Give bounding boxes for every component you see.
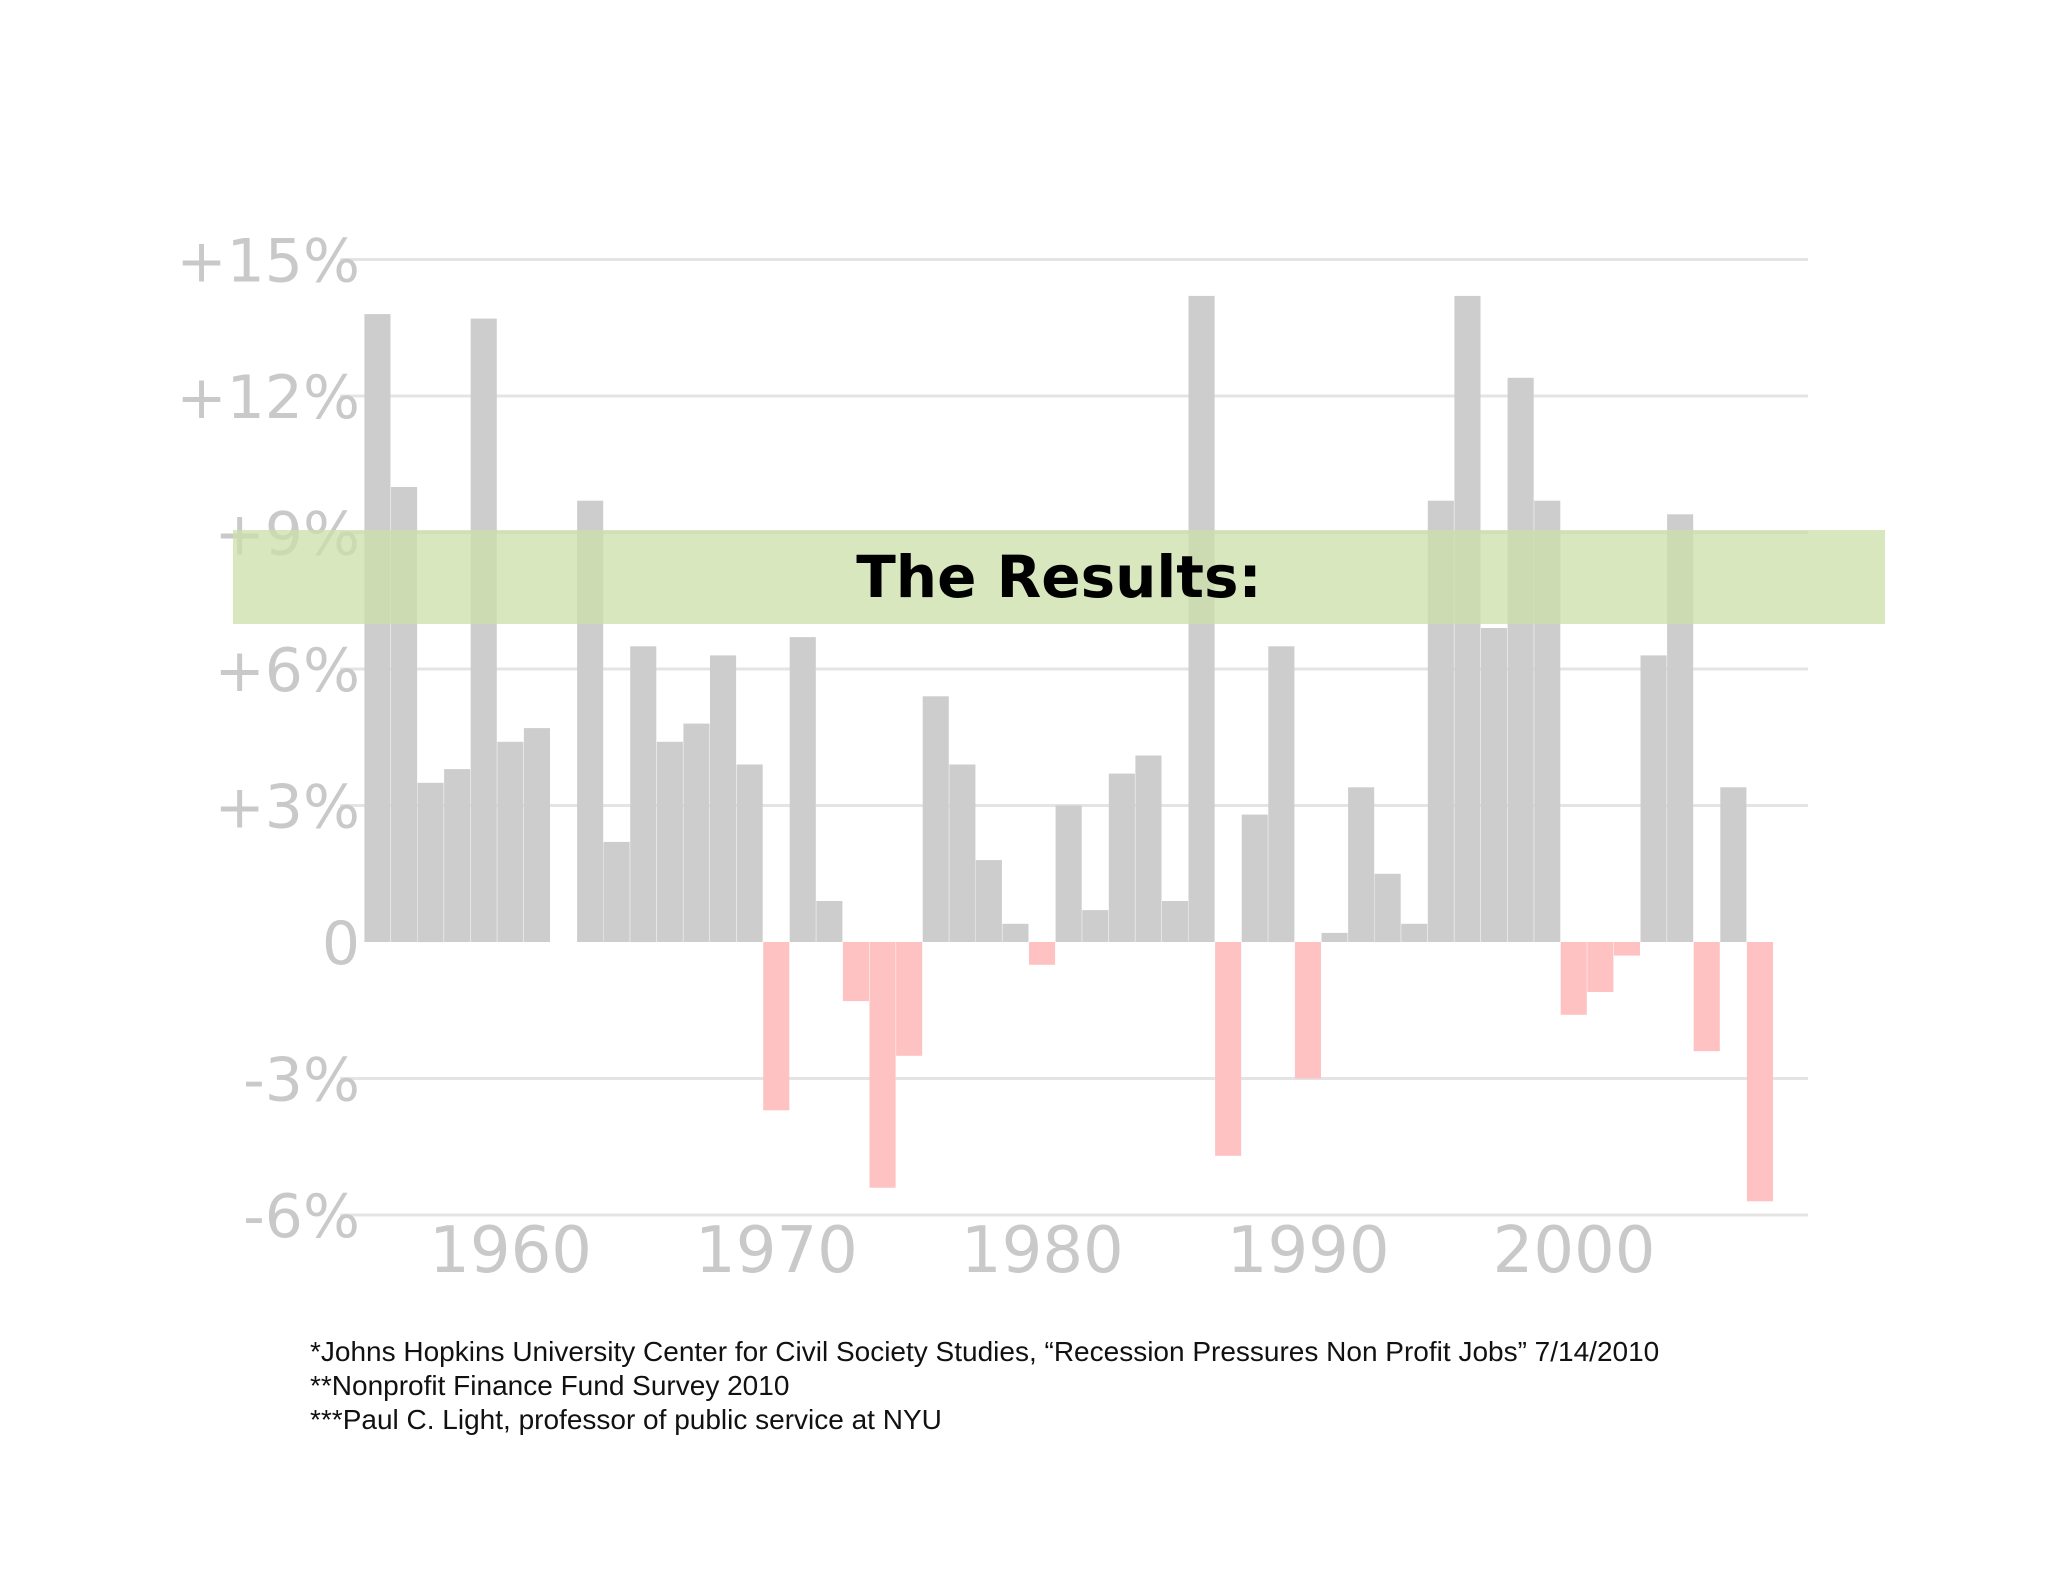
bar-1966: [656, 741, 683, 942]
y-axis-ticks: +15%+12%+9%+6%+3%0-3%-6%: [176, 227, 360, 1253]
x-tick-label: 1970: [695, 1214, 858, 1288]
gridlines: [340, 258, 1808, 1217]
y-tick-label: 0: [322, 909, 360, 979]
bar-1968: [710, 655, 737, 942]
bar-1982: [1082, 910, 1109, 942]
bar-1988: [1241, 814, 1268, 942]
x-tick-label: 1960: [429, 1214, 592, 1288]
bar-1970: [763, 942, 790, 1111]
bar-1972: [816, 901, 843, 942]
bar-1979: [1002, 923, 1029, 942]
x-tick-label: 1990: [1227, 1214, 1390, 1288]
bar-1957: [417, 782, 444, 943]
y-tick-label: +15%: [176, 227, 360, 297]
x-tick-label: 1980: [961, 1214, 1124, 1288]
bar-1975: [896, 942, 923, 1056]
bar-1983: [1108, 773, 1135, 942]
footnote-2: **Nonprofit Finance Fund Survey 2010: [310, 1370, 790, 1401]
bar-1961: [523, 728, 550, 942]
bar-1984: [1135, 755, 1162, 942]
title-banner: The Results:: [233, 530, 1885, 624]
bar-1974: [869, 942, 896, 1188]
bar-1998: [1507, 377, 1534, 942]
bar-1955: [364, 314, 391, 943]
x-tick-label: 2000: [1493, 1214, 1656, 1288]
y-tick-label: +3%: [215, 773, 360, 843]
x-axis-ticks: 1960 1970 1980 1990 2000: [429, 1214, 1655, 1288]
bar-1981: [1055, 805, 1082, 942]
bar-1994: [1401, 923, 1428, 942]
bar-1980: [1029, 942, 1056, 965]
bar-1967: [683, 723, 710, 942]
y-tick-label: -6%: [243, 1182, 360, 1252]
bar-1965: [630, 646, 657, 943]
bar-1958: [444, 769, 471, 942]
bar-1960: [497, 741, 524, 942]
bar-1978: [975, 860, 1002, 942]
slide-title: The Results:: [856, 543, 1262, 611]
bar-1990: [1294, 942, 1321, 1079]
y-tick-label: +6%: [215, 636, 360, 706]
y-tick-label: -3%: [243, 1046, 360, 1116]
bar-2006: [1720, 787, 1747, 942]
bar-1964: [603, 841, 630, 942]
bar-1987: [1215, 942, 1242, 1156]
bars: [364, 295, 1773, 1202]
bar-1977: [949, 764, 976, 942]
bar-1989: [1268, 646, 1295, 943]
footnote-3: ***Paul C. Light, professor of public se…: [310, 1404, 942, 1435]
bar-1973: [842, 942, 869, 1002]
y-tick-label: +12%: [176, 363, 360, 433]
bar-1997: [1481, 628, 1508, 942]
footnote-1: *Johns Hopkins University Center for Civ…: [310, 1336, 1660, 1367]
bar-2003: [1640, 655, 1667, 942]
bar-1993: [1374, 873, 1401, 943]
footnotes: *Johns Hopkins University Center for Civ…: [310, 1335, 1960, 1437]
bar-2005: [1693, 942, 1720, 1052]
bar-2007: [1746, 942, 1773, 1202]
bar-1971: [789, 637, 816, 942]
bar-1976: [922, 696, 949, 942]
bar-1992: [1348, 787, 1375, 942]
bar-1985: [1162, 901, 1189, 942]
bar-2002: [1613, 942, 1640, 956]
bar-1959: [470, 318, 497, 943]
bar-2000: [1560, 942, 1587, 1015]
bar-2001: [1587, 942, 1614, 992]
bar-1969: [736, 764, 763, 942]
bar-1991: [1321, 932, 1348, 942]
